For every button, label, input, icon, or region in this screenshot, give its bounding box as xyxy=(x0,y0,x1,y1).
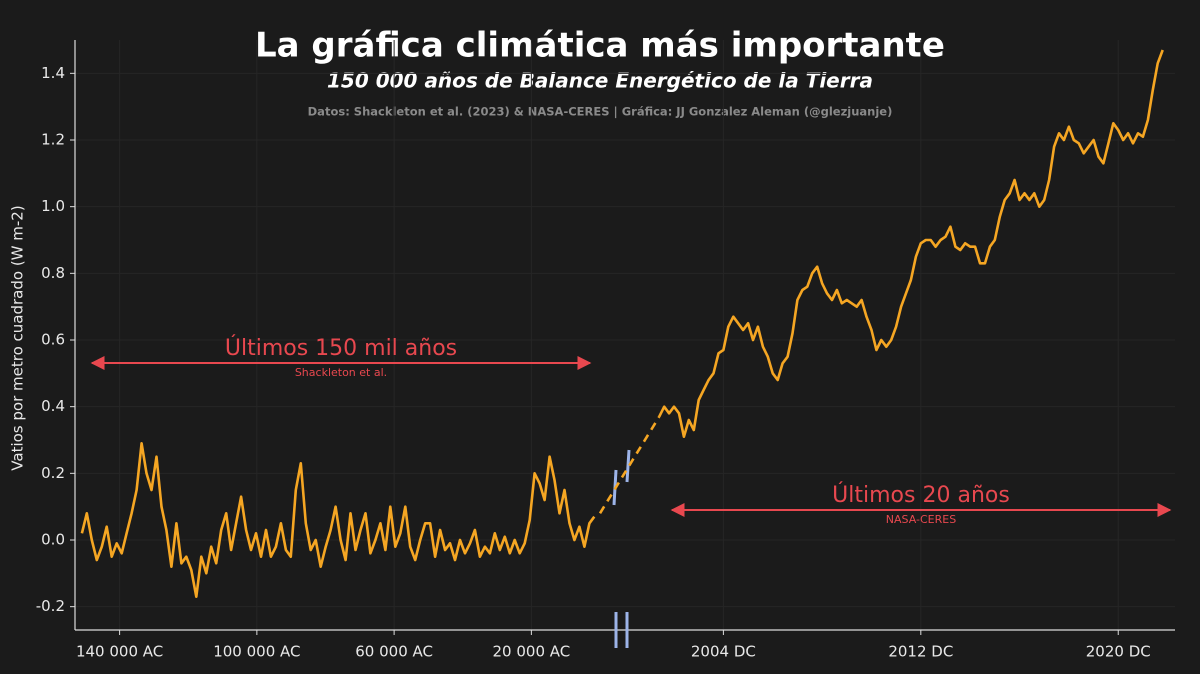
x-tick-label: 60 000 AC xyxy=(355,643,433,661)
break-mark xyxy=(625,449,631,483)
x-tick-label: 2012 DC xyxy=(888,643,953,661)
y-axis-label: Vatios por metro cuadrado (W m-2) xyxy=(9,205,27,470)
annotation-source: NASA-CERES xyxy=(886,513,956,526)
y-tick-label: 1.0 xyxy=(41,197,65,215)
annotation: Últimos 20 años xyxy=(832,482,1010,508)
y-tick-label: 0.0 xyxy=(41,531,65,549)
data-line xyxy=(598,416,661,514)
y-tick-label: 0.8 xyxy=(41,264,65,282)
y-tick-label: 0.4 xyxy=(41,397,65,415)
y-tick-label: 0.6 xyxy=(41,331,65,349)
y-tick-label: 1.4 xyxy=(41,64,65,82)
x-tick-label: 100 000 AC xyxy=(213,643,300,661)
chart-subtitle: 150 000 años de Balance Energético de la… xyxy=(327,69,873,93)
axes xyxy=(74,40,1175,631)
x-tick-label: 2020 DC xyxy=(1086,643,1151,661)
annotation: Últimos 150 mil años xyxy=(225,335,457,361)
y-tick-label: 1.2 xyxy=(41,131,65,149)
x-tick-label: 140 000 AC xyxy=(76,643,163,661)
x-tick-label: 20 000 AC xyxy=(493,643,571,661)
data-line xyxy=(658,49,1164,438)
chart-title: La gráfica climática más importante xyxy=(255,26,945,66)
y-tick-label: -0.2 xyxy=(36,597,65,615)
y-tick-label: 0.2 xyxy=(41,464,65,482)
credit: Datos: Shackleton et al. (2023) & NASA-C… xyxy=(308,105,893,119)
data-line xyxy=(80,442,596,598)
annotation-source: Shackleton et al. xyxy=(295,366,387,379)
x-tick-label: 2004 DC xyxy=(691,643,756,661)
